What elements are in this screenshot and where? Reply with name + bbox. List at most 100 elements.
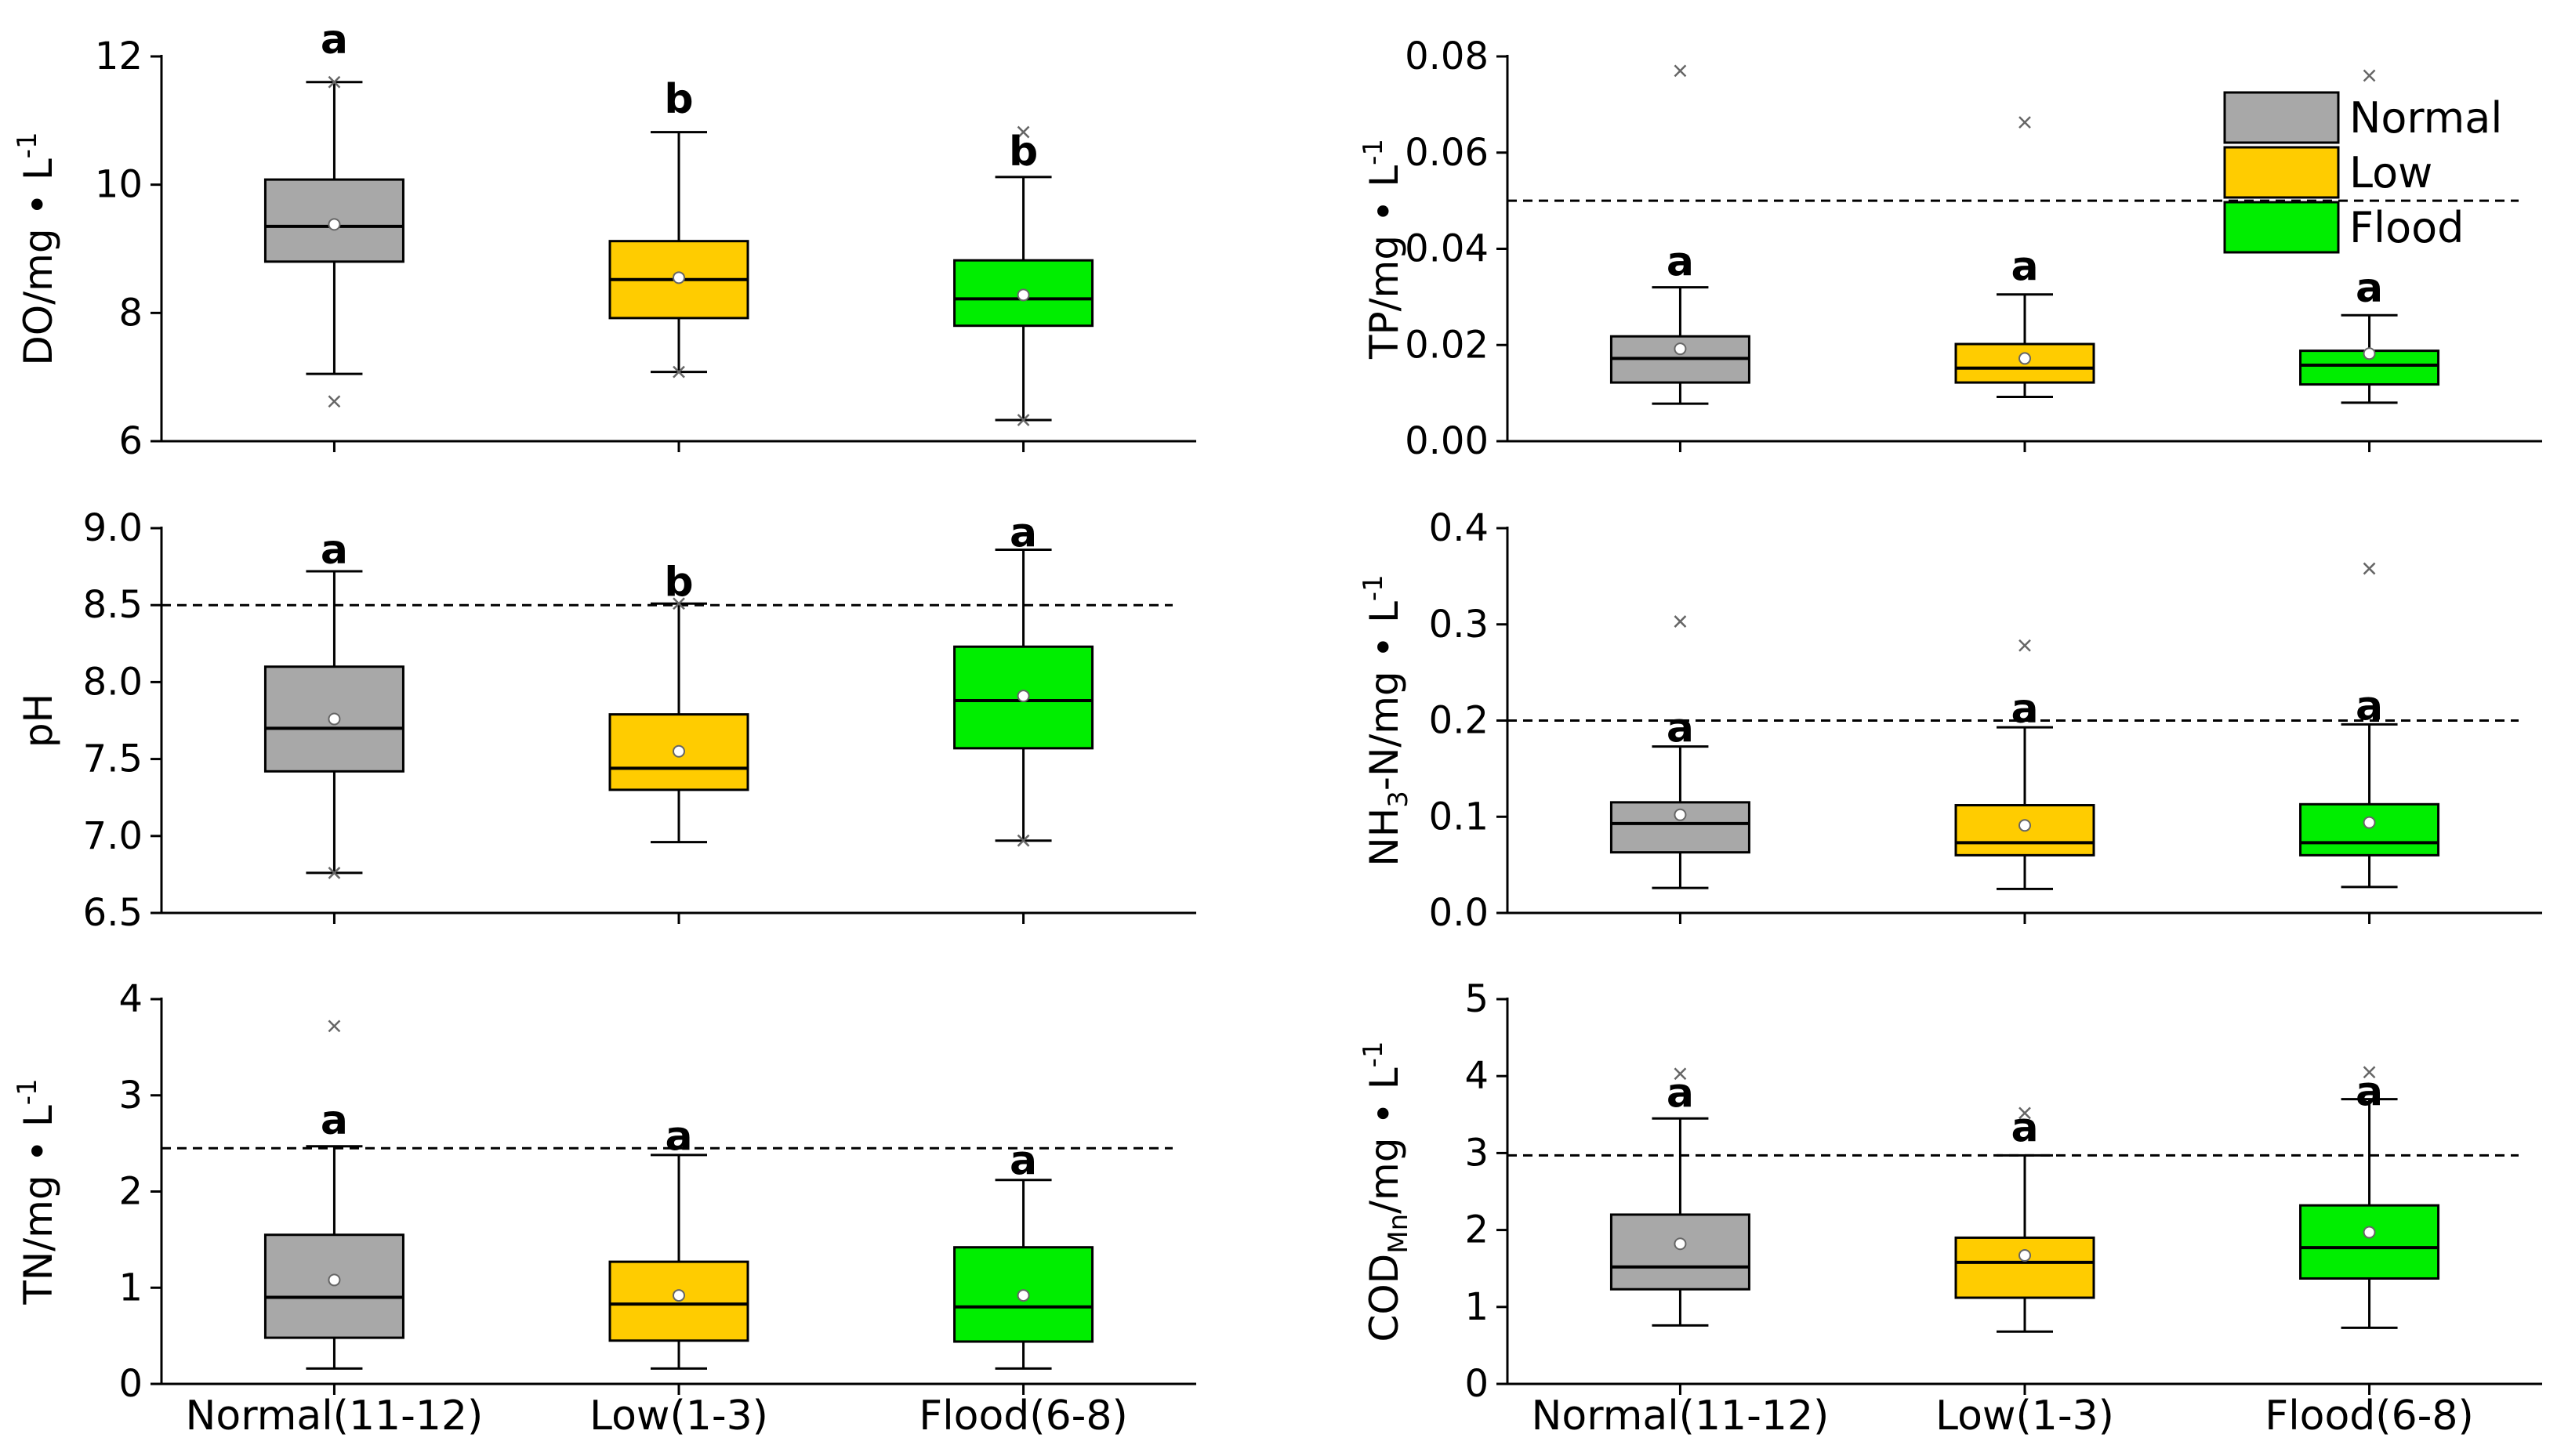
y-tick-label: 8.5	[83, 583, 143, 627]
outlier-stroke	[673, 597, 685, 610]
x-category-label: Normal(11-12)	[186, 1393, 484, 1440]
significance-letter: b	[664, 76, 693, 123]
outlier-stroke	[1017, 414, 1030, 426]
significance-letter: a	[1667, 705, 1694, 752]
y-tick-label: 0.06	[1405, 131, 1489, 175]
y-axis-title: pH	[16, 694, 61, 748]
mean-marker	[1017, 288, 1030, 302]
mean-marker	[1017, 690, 1030, 703]
box-flood: a	[953, 510, 1094, 847]
significance-letter: a	[1667, 1070, 1694, 1117]
x-category-label: Low(1-3)	[589, 1393, 768, 1440]
outlier-stroke	[328, 395, 341, 408]
mean-marker	[673, 744, 685, 758]
legend-label-normal: Normal	[2349, 93, 2502, 143]
y-tick-label: 5	[1464, 977, 1489, 1021]
outlier-marker	[2018, 639, 2031, 652]
y-tick-label: 4	[118, 977, 143, 1021]
box-low: a	[1954, 1105, 2095, 1333]
y-axis-title: TN/mg • L-1	[12, 1078, 61, 1305]
mean-marker	[2363, 816, 2376, 829]
box-flood: b	[953, 125, 1094, 426]
outlier-stroke	[328, 867, 341, 879]
y-tick-label: 0.3	[1429, 603, 1489, 647]
box-flood: a	[2299, 562, 2440, 889]
y-tick-label: 0.04	[1405, 227, 1489, 271]
significance-letter: a	[321, 16, 348, 63]
y-title-main: TN/mg • L	[16, 1105, 61, 1306]
y-tick-label: 0	[118, 1362, 143, 1406]
y-title-main: TP/mg • L	[1362, 165, 1407, 360]
y-tick-label: 8.0	[83, 660, 143, 704]
y-tick-label: 4	[1464, 1054, 1489, 1098]
box-normal: a	[263, 1020, 404, 1370]
y-tick-label: 0.0	[1429, 891, 1489, 935]
significance-letter: a	[665, 1114, 692, 1161]
outlier-stroke	[328, 1020, 341, 1033]
mean-marker	[2363, 347, 2376, 360]
significance-letter: a	[2011, 243, 2038, 290]
y-tick-label: 6.5	[83, 891, 143, 935]
outlier-stroke	[673, 365, 685, 378]
y-tick-label: 0.4	[1429, 506, 1489, 550]
significance-letter: b	[664, 559, 693, 606]
y-tick-label: 8	[118, 291, 143, 335]
y-tick-label: 0.2	[1429, 699, 1489, 743]
box-low: a	[608, 1114, 749, 1370]
y-title-main: pH	[16, 694, 61, 748]
x-category-label: Low(1-3)	[1935, 1393, 2114, 1440]
outlier-stroke	[2363, 69, 2376, 82]
panel-middle-right: 0.0 0.1 0.2 0.3 0.4 NH3-N/mg • L-1 a a a	[1358, 506, 2542, 935]
mean-marker	[673, 271, 685, 284]
y-axis-title: CODMn/mg • L-1	[1358, 1041, 1414, 1342]
outlier-stroke	[2363, 1066, 2376, 1079]
significance-letter: a	[2011, 686, 2038, 733]
panel-top-right: 0.00 0.02 0.04 0.06 0.08 TP/mg • L-1 a a a	[1358, 34, 2542, 463]
outlier-stroke	[2363, 562, 2376, 575]
legend: Normal Low Flood	[2223, 91, 2502, 254]
significance-letter: b	[1009, 129, 1038, 176]
outlier-stroke	[1674, 1067, 1687, 1081]
outlier-marker	[328, 395, 341, 408]
mean-marker	[2018, 819, 2031, 832]
y-title-rest: -N/mg • L	[1362, 601, 1407, 791]
outlier-marker	[2363, 1066, 2376, 1079]
significance-letter: a	[1010, 510, 1037, 557]
y-axis-title: NH3-N/mg • L-1	[1358, 574, 1414, 866]
mean-marker	[1674, 1237, 1687, 1251]
outlier-marker	[2018, 116, 2031, 129]
x-category-label: Flood(6-8)	[2265, 1393, 2474, 1440]
mean-marker	[2363, 1226, 2376, 1239]
outlier-marker	[673, 365, 685, 378]
outlier-marker	[1017, 125, 1030, 139]
legend-swatch-low	[2223, 146, 2340, 199]
y-tick-label: 1	[1464, 1285, 1489, 1329]
y-axis-title: TP/mg • L-1	[1358, 139, 1407, 360]
mean-marker	[328, 218, 341, 231]
outlier-stroke	[2018, 1106, 2031, 1120]
legend-swatch-normal	[2223, 91, 2340, 144]
y-tick-label: 10	[95, 163, 143, 207]
outlier-marker	[673, 597, 685, 610]
y-title-subscript: Mn	[1383, 1214, 1414, 1254]
outlier-stroke	[1674, 64, 1687, 78]
y-tick-label: 7.5	[83, 737, 143, 781]
y-tick-label: 2	[118, 1170, 143, 1214]
outlier-stroke	[2018, 639, 2031, 652]
mean-marker	[328, 712, 341, 726]
box-flood: a	[953, 1137, 1094, 1370]
mean-marker	[1674, 342, 1687, 356]
significance-letter: a	[321, 527, 348, 574]
outlier-marker	[1017, 834, 1030, 847]
significance-letter: a	[2356, 265, 2383, 312]
significance-letter: a	[2011, 1105, 2038, 1152]
mean-marker	[1017, 1289, 1030, 1302]
outlier-stroke	[1017, 125, 1030, 139]
y-tick-label: 9.0	[83, 506, 143, 550]
legend-label-flood: Flood	[2349, 203, 2464, 252]
outlier-marker	[328, 867, 341, 879]
y-title-superscript: -1	[1358, 1041, 1389, 1067]
mean-marker	[2018, 352, 2031, 365]
box-flood: a	[2299, 69, 2440, 404]
